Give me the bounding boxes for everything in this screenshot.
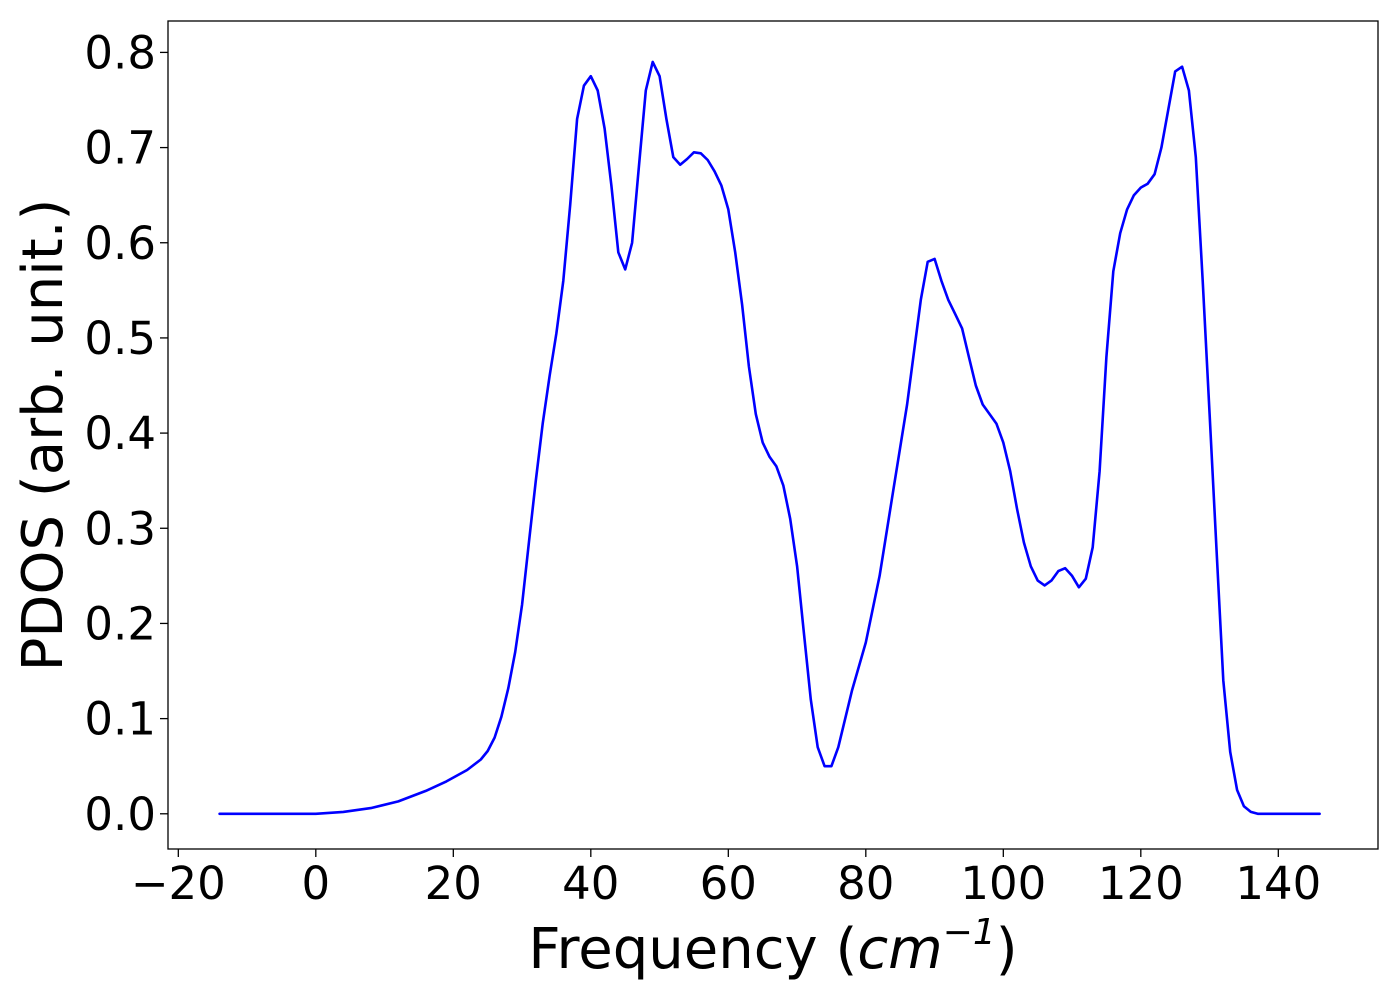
y-tick-label: 0.7 [84, 122, 156, 175]
y-tick-label: 0.6 [84, 217, 156, 270]
plot-frame [167, 20, 1379, 850]
y-tick-label: 0.0 [84, 788, 156, 841]
pdos-series-line [218, 60, 1321, 816]
x-axis-title-exponent: −1 [943, 912, 996, 953]
x-axis-title: Frequency (cm−1) [528, 912, 1017, 982]
x-tick-label: 120 [1098, 857, 1184, 910]
x-axis-title-close: ) [996, 917, 1018, 982]
x-tick-label: 20 [425, 857, 482, 910]
y-axis-ticks: 0.0 0.1 0.2 0.3 0.4 0.5 0.6 0.7 0.8 [84, 26, 168, 841]
y-tick-label: 0.3 [84, 502, 156, 555]
y-tick-label: 0.4 [84, 407, 156, 460]
y-tick-label: 0.2 [84, 597, 156, 650]
x-tick-label: 60 [700, 857, 757, 910]
y-tick-label: 0.1 [84, 693, 156, 746]
x-axis-title-text: Frequency ( [528, 917, 857, 982]
x-tick-label: 80 [837, 857, 894, 910]
x-tick-label: 140 [1235, 857, 1321, 910]
x-tick-label: −20 [131, 857, 226, 910]
x-tick-label: 0 [301, 857, 330, 910]
x-axis-ticks: −20 0 20 40 60 80 100 120 140 [131, 849, 1321, 910]
plot-area [167, 20, 1379, 850]
x-tick-label: 40 [562, 857, 619, 910]
y-axis-title: PDOS (arb. unit.) [11, 199, 76, 672]
x-axis-title-unit: cm [857, 917, 942, 982]
y-tick-label: 0.8 [84, 26, 156, 79]
y-tick-label: 0.5 [84, 312, 156, 365]
x-tick-label: 100 [960, 857, 1046, 910]
